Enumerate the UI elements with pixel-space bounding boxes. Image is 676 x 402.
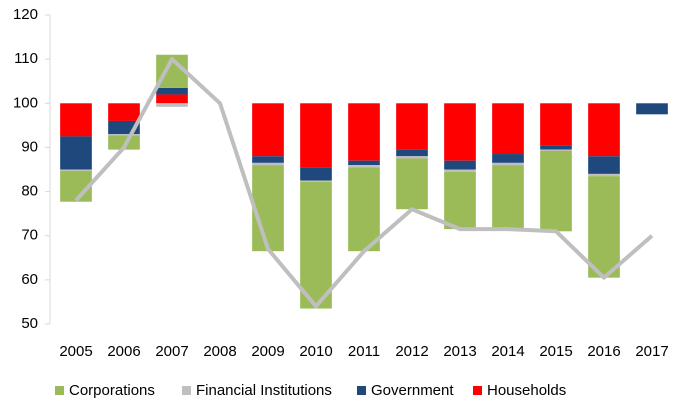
bar-segment bbox=[396, 158, 428, 210]
bar-segment bbox=[300, 103, 332, 168]
bar-segment bbox=[588, 156, 620, 174]
y-tick-label: 100 bbox=[13, 94, 38, 111]
bar-segment bbox=[60, 169, 92, 171]
bar-segment bbox=[540, 150, 572, 232]
bar-segment bbox=[348, 165, 380, 168]
bar-segment bbox=[444, 171, 476, 230]
legend-swatch bbox=[473, 386, 482, 395]
x-tick-label: 2006 bbox=[107, 343, 140, 360]
bar-segment bbox=[396, 149, 428, 157]
x-tick-label: 2014 bbox=[491, 343, 524, 360]
bar-segment bbox=[156, 87, 188, 95]
bar-segment bbox=[252, 103, 284, 157]
bar-segment bbox=[108, 103, 140, 121]
bar-segment bbox=[396, 103, 428, 150]
bar-segment bbox=[348, 103, 380, 161]
bar-segment bbox=[492, 103, 524, 155]
y-tick-label: 60 bbox=[21, 271, 38, 288]
legend: Corporations Financial Institutions Govern… bbox=[55, 382, 566, 399]
legend-label: Corporations bbox=[69, 382, 155, 399]
y-tick-label: 50 bbox=[21, 315, 38, 332]
x-tick-label: 2005 bbox=[59, 343, 92, 360]
x-tick-label: 2010 bbox=[299, 343, 332, 360]
legend-label: Households bbox=[487, 382, 566, 399]
y-tick-label: 120 bbox=[13, 6, 38, 23]
bar-segment bbox=[60, 103, 92, 137]
bar-segment bbox=[348, 167, 380, 252]
line-series bbox=[74, 57, 654, 309]
bar-segment bbox=[108, 135, 140, 150]
bar-segment bbox=[444, 103, 476, 161]
y-tick-label: 70 bbox=[21, 227, 38, 244]
legend-label: Government bbox=[371, 382, 454, 399]
x-tick-label: 2008 bbox=[203, 343, 236, 360]
bar-segment bbox=[588, 173, 620, 177]
legend-swatch bbox=[182, 386, 191, 395]
bar-segment bbox=[492, 162, 524, 166]
bar-segment bbox=[444, 169, 476, 172]
bar-segment bbox=[156, 103, 188, 107]
x-tick-label: 2009 bbox=[251, 343, 284, 360]
bar-segment bbox=[300, 180, 332, 182]
x-tick-label: 2015 bbox=[539, 343, 572, 360]
bar-segment bbox=[60, 136, 92, 170]
bar-segment bbox=[252, 165, 284, 252]
bar-segment bbox=[540, 103, 572, 146]
legend-label: Financial Institutions bbox=[196, 382, 332, 399]
bar-segment bbox=[300, 167, 332, 181]
x-tick-label: 2017 bbox=[635, 343, 668, 360]
bar-segment bbox=[540, 145, 572, 150]
x-tick-label: 2007 bbox=[155, 343, 188, 360]
bar-segment bbox=[588, 103, 620, 157]
bar-segment bbox=[300, 181, 332, 309]
x-tick-label: 2012 bbox=[395, 343, 428, 360]
bar-segment bbox=[540, 149, 572, 151]
bar-segment bbox=[348, 160, 380, 166]
legend-swatch bbox=[357, 386, 366, 395]
legend-swatch bbox=[55, 386, 64, 395]
x-tick-label: 2013 bbox=[443, 343, 476, 360]
bar-segment bbox=[396, 156, 428, 159]
bar-segment bbox=[108, 134, 140, 136]
bar-segment bbox=[252, 156, 284, 163]
bar-segment bbox=[444, 160, 476, 170]
bar-segment bbox=[252, 162, 284, 166]
x-tick-label: 2011 bbox=[348, 343, 380, 360]
bar-segment bbox=[636, 103, 668, 115]
x-tick-label: 2016 bbox=[587, 343, 620, 360]
bar-segment bbox=[492, 165, 524, 230]
y-tick-label: 90 bbox=[21, 138, 38, 155]
y-tick-label: 110 bbox=[14, 50, 38, 67]
bar-segment bbox=[492, 154, 524, 163]
bar-segment bbox=[588, 176, 620, 278]
bar-segment bbox=[156, 94, 188, 104]
y-tick-label: 80 bbox=[21, 183, 38, 200]
